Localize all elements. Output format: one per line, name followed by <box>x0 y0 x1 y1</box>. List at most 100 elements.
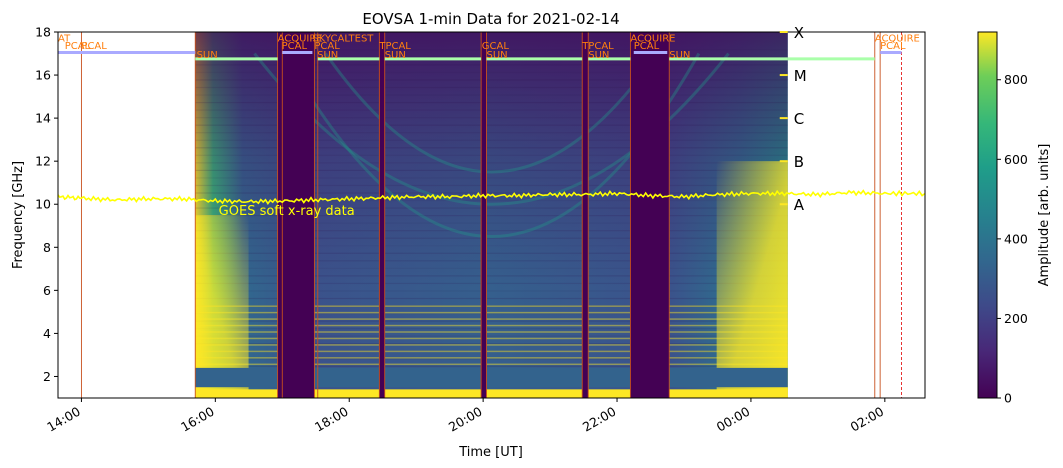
x-tick-label: 02:00 <box>848 404 887 435</box>
goes-line <box>57 189 926 206</box>
spectrum-lowfreq-line <box>195 344 788 346</box>
plot-area: ATPCALPCALSUNACQUIREPCALSKYCALTESTPCALSU… <box>57 31 926 399</box>
spectrum-band <box>195 109 788 111</box>
scan-label: PCAL <box>282 41 308 52</box>
spectrum-band <box>195 139 788 141</box>
spectrum-gap <box>481 32 487 398</box>
scan-label: TPCAL <box>378 41 411 52</box>
y-tick-label: 4 <box>43 326 51 341</box>
colorbar-label: Amplitude [arb. units] <box>1037 144 1052 287</box>
spectrum-left-glow <box>195 215 249 398</box>
scan-labels: ATPCALPCALSUNACQUIREPCALSKYCALTESTPCALSU… <box>58 34 920 61</box>
scan-label: PCAL <box>81 41 107 52</box>
goes-class-markers: A B C M X <box>779 24 807 214</box>
colorbar-tick-label: 800 <box>1004 72 1028 87</box>
y-tick-label: 18 <box>35 25 51 40</box>
spectrum-band <box>195 177 788 179</box>
y-axis: 2 4 6 8 10 12 14 16 18 <box>35 25 58 384</box>
scan-label: SUN <box>588 50 609 61</box>
spectrum-lowfreq-line <box>195 318 788 320</box>
scan-label: SKYCALTEST <box>312 34 374 45</box>
spectrum-band <box>195 350 788 352</box>
spectrum-band <box>195 169 788 171</box>
spectrum-band <box>195 192 788 194</box>
spectrum-lowfreq-line <box>195 311 788 314</box>
spectrum-band <box>195 94 788 96</box>
scan-label: ACQUIRE <box>875 34 920 45</box>
scan-label: ACQUIRE <box>630 34 675 45</box>
y-tick-label: 14 <box>35 111 51 126</box>
spectrum-band <box>195 132 788 134</box>
goes-class-label: A <box>794 196 805 214</box>
spectrum-gap <box>277 32 315 398</box>
spectrum-band <box>195 154 788 156</box>
scan-bars <box>58 50 902 61</box>
goes-curve: GOES soft x-ray data <box>57 189 926 219</box>
spectrum-band <box>195 275 788 277</box>
plot-frame <box>57 31 926 399</box>
x-tick-label: 22:00 <box>580 404 619 435</box>
spectrum-band <box>195 328 788 330</box>
scan-label: PCAL <box>314 41 340 52</box>
spectrum-band <box>195 124 788 126</box>
spectrum-band <box>195 290 788 292</box>
spectrum-lowfreq-line <box>195 331 788 333</box>
spectrum-band <box>195 365 788 367</box>
spectrum-gap <box>582 32 589 398</box>
colorbar-tick-label: 600 <box>1004 152 1028 167</box>
chart-title: EOVSA 1-min Data for 2021-02-14 <box>362 10 619 28</box>
scan-label: PCAL <box>880 41 906 52</box>
spectrum-band <box>195 56 788 58</box>
spectrum-band <box>195 71 788 74</box>
scan-label: TPCAL <box>581 41 614 52</box>
spectrum-gap <box>379 32 385 398</box>
spectrum-band <box>195 147 788 149</box>
spectrum-band <box>195 297 788 300</box>
x-tick-label: 14:00 <box>44 404 83 435</box>
scan-label: GCAL <box>482 41 510 52</box>
x-tick-label: 20:00 <box>446 404 485 435</box>
y-tick-label: 16 <box>35 68 51 83</box>
spectrum-band <box>195 49 788 51</box>
colorbar-tick-label: 400 <box>1004 231 1028 246</box>
x-tick-label: 16:00 <box>178 404 217 435</box>
spectrum-band <box>195 215 788 217</box>
x-axis-label: Time [UT] <box>458 445 523 460</box>
goes-class-label: X <box>794 24 804 42</box>
dynamic-spectrum <box>195 32 788 398</box>
scan-label: SUN <box>317 50 338 61</box>
x-axis: 14:00 16:00 18:00 20:00 22:00 00:00 02:00 <box>44 398 886 435</box>
spectrum-band <box>195 184 788 187</box>
goes-class-label: M <box>794 67 807 85</box>
spectrum-band <box>195 222 788 224</box>
spectrum-band <box>195 64 788 66</box>
goes-class-label: B <box>794 153 804 171</box>
spectrum-band <box>195 207 788 209</box>
scan-label: SUN <box>197 50 218 61</box>
scan-label: SUN <box>486 50 507 61</box>
spectrum-band <box>195 320 788 322</box>
spectrum-lowfreq-line <box>195 357 788 359</box>
x-tick-label: 18:00 <box>312 404 351 435</box>
spectrum-arc <box>324 52 659 174</box>
spectrum-band <box>195 86 788 89</box>
colorbar-tick-label: 200 <box>1004 311 1028 326</box>
scan-label: ACQUIRE <box>278 34 323 45</box>
spectrum-band <box>195 199 788 202</box>
spectrum-lowfreq-line <box>195 305 788 307</box>
spectrum-lowfreq-line <box>195 324 788 327</box>
spectrum-right-glow <box>716 161 788 398</box>
spectrum-band <box>195 79 788 81</box>
spectrum-band <box>195 245 788 247</box>
scan-label: AT <box>58 34 71 45</box>
spectrum-band <box>195 237 788 239</box>
goes-class-label: C <box>794 110 804 128</box>
spectrum-band <box>195 267 788 269</box>
y-tick-label: 12 <box>35 154 51 169</box>
colorbar: 0 200 400 600 800 Amplitude [arb. units] <box>977 31 1052 406</box>
colorbar-tick-label: 0 <box>1004 391 1012 406</box>
spectrum-band <box>195 252 788 254</box>
y-tick-label: 10 <box>35 197 51 212</box>
y-tick-label: 2 <box>43 369 51 384</box>
